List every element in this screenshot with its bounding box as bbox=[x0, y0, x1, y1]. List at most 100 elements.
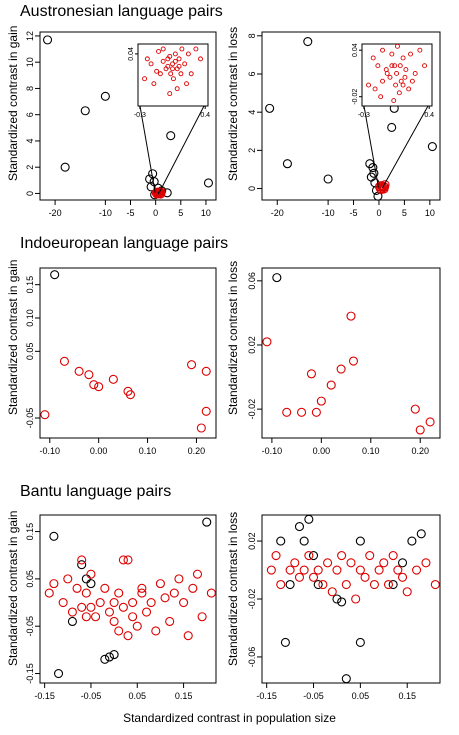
aus_loss-inset-point bbox=[370, 55, 376, 61]
aus_loss-inset-point bbox=[406, 86, 412, 92]
bantu_loss-plot-frame bbox=[261, 514, 441, 684]
aus_gain-zoom-line bbox=[139, 105, 156, 193]
bantu_gain-ytick-label: 0.15 bbox=[25, 523, 35, 541]
aus_loss-point bbox=[323, 174, 333, 184]
aus_gain-inset-point bbox=[160, 46, 166, 52]
aus_loss-xtick-label: -20 bbox=[271, 208, 284, 218]
bantu_gain-xtick-label: 0.05 bbox=[128, 691, 146, 701]
bantu_loss-point bbox=[355, 536, 365, 546]
ie_gain-point bbox=[89, 380, 99, 390]
bantu_gain-point bbox=[137, 588, 147, 598]
bantu_gain-xtick-label: -0.05 bbox=[81, 691, 102, 701]
ie_loss-point bbox=[282, 407, 292, 417]
bantu_gain-point bbox=[188, 583, 198, 593]
aus_loss-point bbox=[380, 180, 390, 190]
ie_gain-point bbox=[59, 356, 69, 366]
bantu_gain-point bbox=[155, 579, 165, 589]
aus_loss-point bbox=[427, 141, 437, 152]
bantu_loss-point bbox=[421, 558, 431, 568]
aus_loss-inset-point bbox=[395, 43, 400, 49]
aus_gain-ytick-label: 2 bbox=[25, 165, 35, 170]
bantu_gain-point bbox=[165, 616, 175, 627]
section-title-austronesian: Austronesian language pairs bbox=[20, 3, 223, 20]
bantu_gain-ytick-label: -0.15 bbox=[25, 663, 35, 684]
ie_loss-point bbox=[346, 311, 356, 321]
aus_gain-inset-point bbox=[156, 48, 161, 54]
bantu_loss-point bbox=[402, 587, 412, 597]
bantu_loss-point bbox=[383, 579, 394, 590]
aus_gain-point bbox=[42, 35, 53, 45]
aus_loss-ytick-label: 2 bbox=[247, 148, 257, 153]
aus_gain-zoom-line bbox=[158, 105, 205, 194]
bantu_loss-point bbox=[393, 565, 403, 575]
aus_gain-inset-point bbox=[179, 46, 185, 52]
ie_gain-point bbox=[40, 410, 50, 420]
aus_gain-inset-point bbox=[182, 61, 188, 67]
aus_loss-ytick-label: 0 bbox=[247, 186, 257, 191]
bantu_loss-point bbox=[369, 579, 379, 590]
bantu_gain-point bbox=[67, 616, 77, 627]
bantu_loss-ytick-label: -0.06 bbox=[247, 647, 257, 668]
ie_gain-point bbox=[74, 366, 84, 376]
bantu_loss-point bbox=[294, 522, 305, 532]
aus_gain-point bbox=[60, 162, 70, 172]
aus_loss-point bbox=[369, 168, 379, 178]
aus_gain-inset-point bbox=[157, 71, 163, 77]
ie_loss-point bbox=[272, 273, 282, 283]
ie_gain-xtick-label: 0.10 bbox=[139, 446, 157, 456]
aus_gain-ytick-label: 12 bbox=[25, 31, 35, 41]
bantu_gain-point bbox=[100, 654, 110, 664]
aus_gain-ytick-label: 6 bbox=[25, 112, 35, 117]
ie_gain-point bbox=[50, 270, 60, 280]
ie_loss-point bbox=[262, 337, 272, 347]
bantu_loss-point bbox=[313, 565, 323, 575]
ie_loss-point bbox=[297, 407, 307, 417]
bantu_loss-point bbox=[337, 551, 347, 561]
bantu_gain-point bbox=[114, 626, 124, 636]
bantu_gain-point bbox=[95, 597, 105, 608]
ie_loss-point bbox=[410, 404, 420, 414]
bantu_gain-point bbox=[132, 621, 142, 631]
ie_gain-point bbox=[108, 374, 118, 384]
bantu_loss-xtick-label: 0.15 bbox=[398, 691, 416, 701]
aus_loss-inset-point bbox=[400, 55, 406, 61]
bantu_gain-point bbox=[86, 602, 96, 612]
bantu_loss-point bbox=[290, 558, 300, 568]
bantu_gain-point bbox=[44, 588, 54, 598]
aus_loss-inset-point bbox=[402, 74, 408, 80]
bantu_loss-point bbox=[285, 579, 295, 590]
bantu_loss-point bbox=[276, 579, 286, 590]
bantu_gain-point bbox=[123, 555, 133, 565]
aus_loss-xtick-label: -10 bbox=[322, 208, 335, 218]
bantu_gain-point bbox=[192, 569, 203, 579]
bantu_loss-point bbox=[313, 579, 323, 590]
bantu_loss-point bbox=[327, 587, 337, 597]
bantu_gain-point bbox=[206, 588, 216, 598]
bantu_gain-point bbox=[53, 668, 64, 679]
bantu_gain-xtick-label: -0.15 bbox=[34, 691, 55, 701]
aus_gain-point bbox=[146, 182, 156, 192]
aus_gain-inset-point bbox=[151, 81, 157, 87]
bantu_gain-point bbox=[63, 574, 73, 584]
aus_loss-inset-point bbox=[403, 67, 409, 73]
bantu_loss-point bbox=[430, 579, 440, 590]
aus_gain-inset-point bbox=[168, 71, 174, 77]
bantu_gain-point bbox=[109, 616, 119, 627]
bantu_gain-point bbox=[123, 631, 133, 641]
aus_gain-inset-point bbox=[160, 58, 166, 64]
aus_gain-inset-point bbox=[176, 56, 182, 62]
aus_loss-inset-point bbox=[372, 86, 378, 92]
aus_gain-inset-point bbox=[148, 61, 154, 67]
aus_gain-inset-point bbox=[174, 86, 180, 92]
bantu_gain-point bbox=[77, 555, 87, 565]
aus_loss-inset-point bbox=[380, 47, 385, 53]
bantu_gain-point bbox=[174, 574, 184, 584]
ie_gain-point bbox=[84, 370, 94, 380]
ie_loss-point bbox=[415, 425, 425, 435]
ie_loss-ytick-label: -0.02 bbox=[247, 399, 257, 420]
bantu_loss-point bbox=[337, 597, 347, 607]
bantu_loss-point bbox=[388, 551, 398, 561]
bantu_loss-point bbox=[323, 558, 333, 568]
aus_gain-xtick-label: -20 bbox=[49, 208, 62, 218]
